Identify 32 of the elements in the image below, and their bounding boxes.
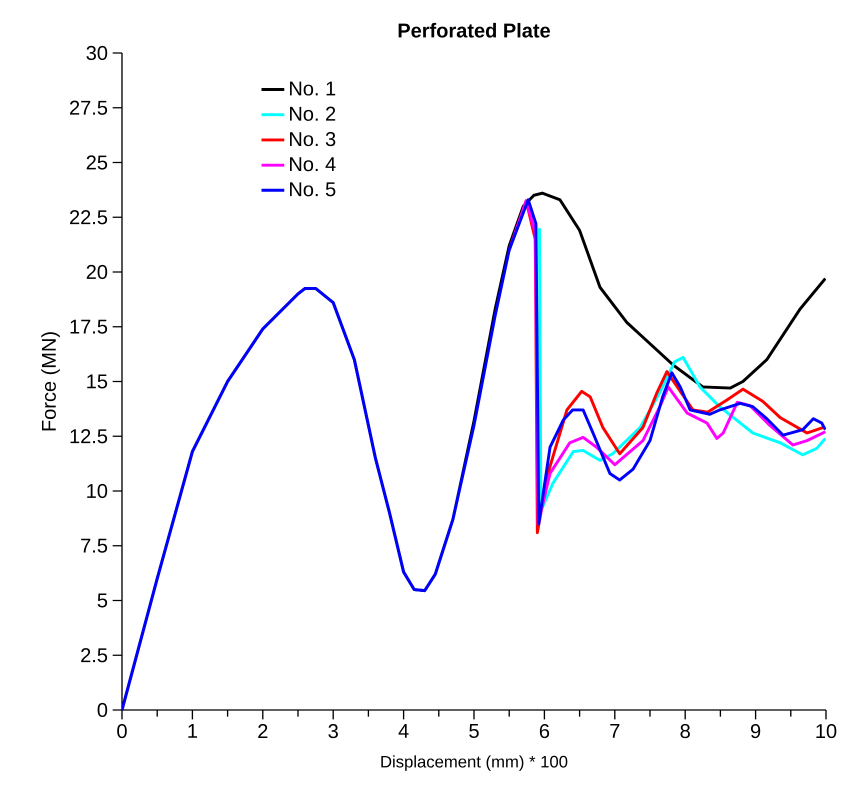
x-tick-label: 5: [469, 724, 479, 738]
x-tick-label: 2: [258, 724, 268, 738]
y-tick-label: 15: [87, 374, 108, 388]
legend-label: No. 1: [290, 82, 336, 96]
y-tick-label: 20: [86, 264, 108, 280]
y-tick-label: 22.5: [70, 210, 108, 224]
y-tick-label: 25: [86, 155, 108, 170]
y-tick-label: 30: [86, 46, 108, 60]
legend-label: No. 2: [290, 106, 336, 121]
y-tick-label: 10: [87, 484, 108, 498]
x-tick-label: 8: [680, 724, 690, 738]
y-tick-label: 2.5: [81, 648, 108, 662]
chart-title: Perforated Plate: [398, 22, 550, 38]
y-axis-title: Force (MN): [41, 332, 60, 430]
y-tick-label: 7.5: [81, 538, 108, 553]
legend-label: No. 4: [290, 157, 336, 172]
y-tick-label: 0: [98, 702, 108, 718]
y-tick-label: 5: [98, 594, 108, 608]
x-tick-label: 1: [188, 724, 197, 738]
x-tick-label: 3: [328, 724, 338, 738]
x-tick-label: 7: [610, 724, 620, 738]
x-tick-label: 0: [117, 724, 127, 738]
x-axis-title: Displacement (mm) * 100: [381, 755, 568, 771]
legend-label: No. 5: [290, 182, 336, 196]
x-tick-label: 10: [816, 724, 836, 738]
legend-label: No. 3: [290, 132, 336, 146]
y-tick-label: 27.5: [70, 100, 108, 115]
x-tick-label: 4: [398, 724, 409, 738]
y-tick-label: 17.5: [70, 320, 108, 334]
x-tick-label: 6: [540, 724, 550, 738]
y-tick-label: 12.5: [70, 429, 108, 444]
x-tick-label: 9: [750, 724, 760, 738]
